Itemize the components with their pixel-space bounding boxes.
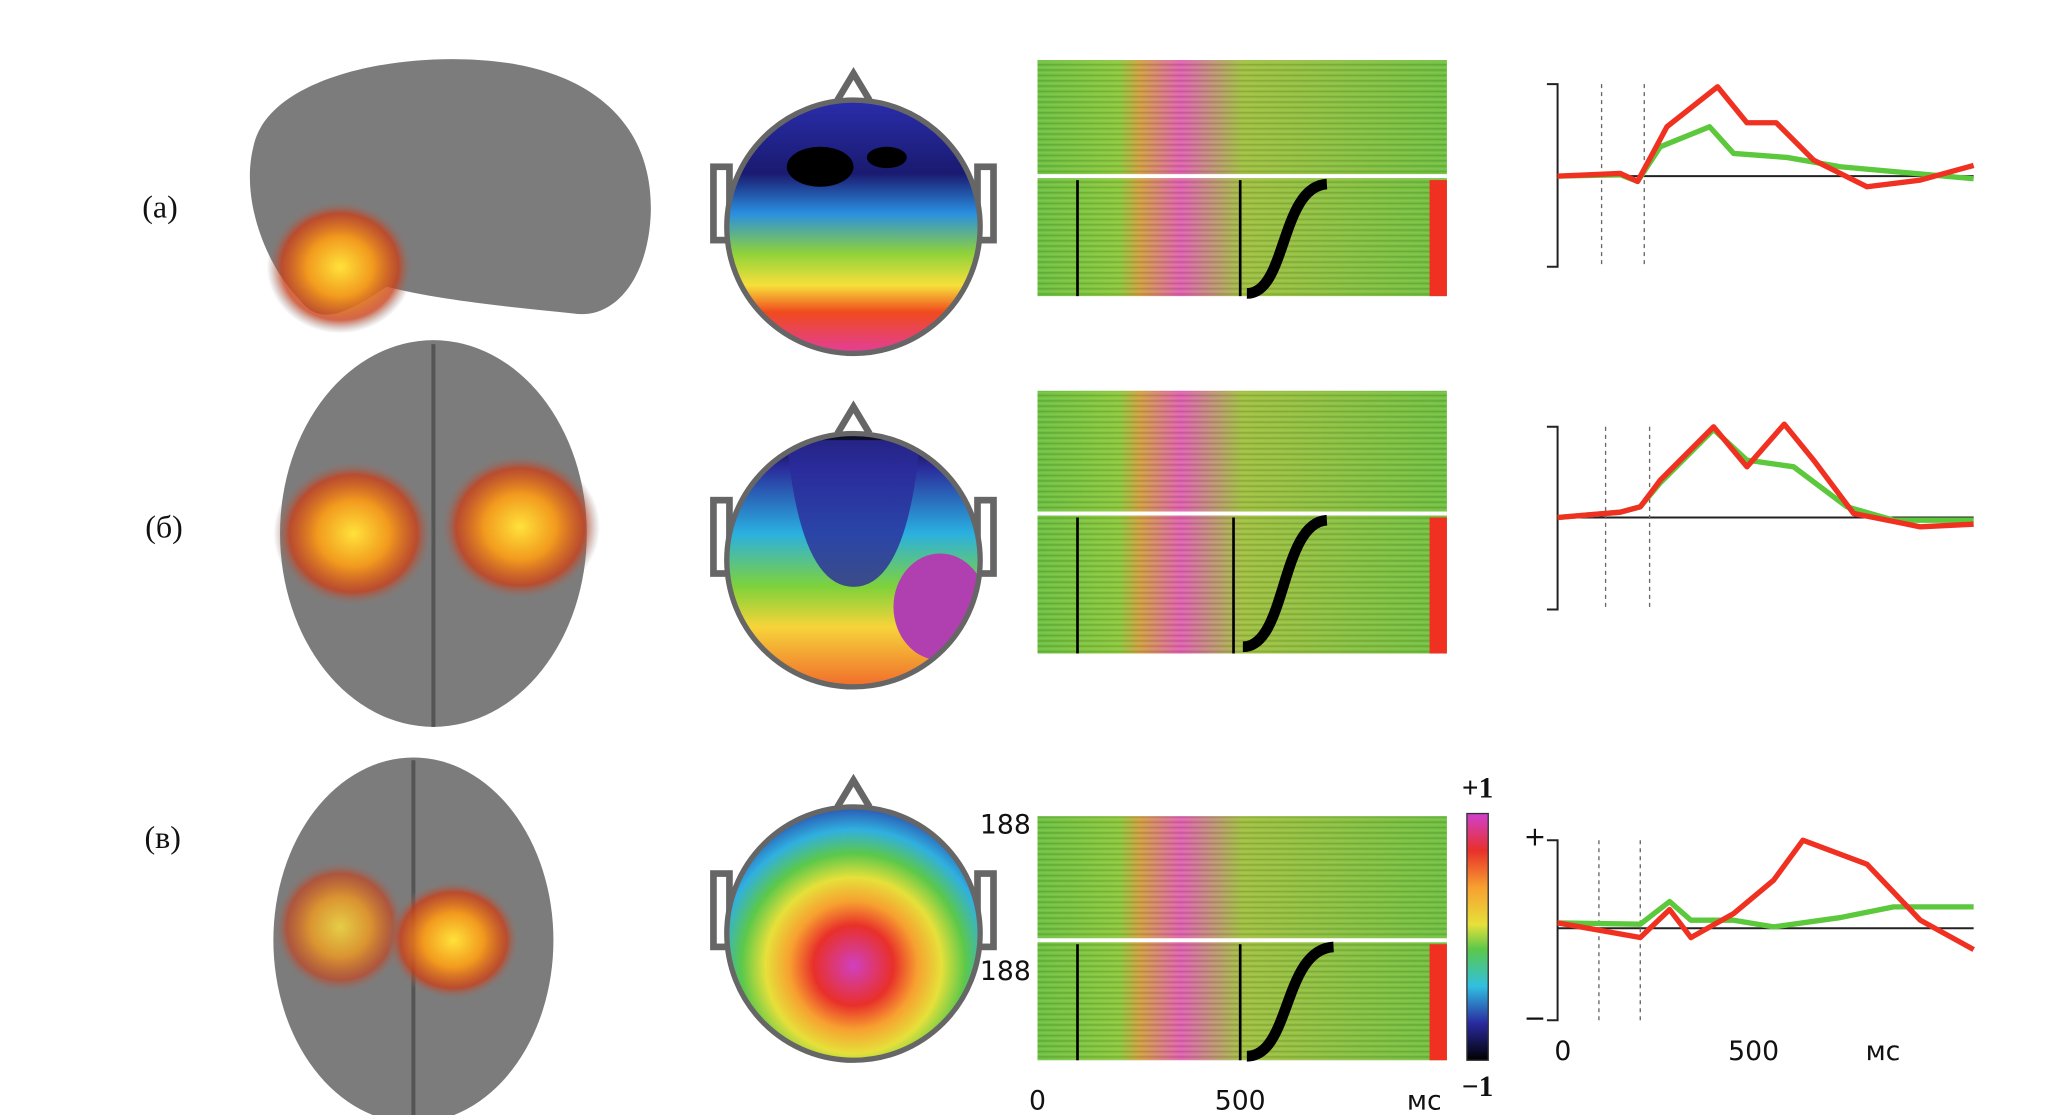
colorbar bbox=[1466, 812, 1489, 1061]
y-label: + bbox=[1524, 822, 1546, 853]
row-label: (а) bbox=[142, 188, 178, 224]
colorbar-min: −1 bbox=[1462, 1071, 1493, 1103]
brain-lateral bbox=[249, 59, 651, 334]
trial-label: 188 bbox=[980, 956, 1031, 987]
trial-label: 188 bbox=[980, 810, 1031, 841]
row-label: (в) bbox=[144, 819, 180, 855]
erp-image bbox=[1037, 60, 1447, 1062]
brain-top bbox=[273, 757, 554, 1115]
y-label: − bbox=[1524, 1003, 1546, 1034]
x-tick-label: 500 bbox=[1728, 1036, 1779, 1067]
x-tick-label: 500 bbox=[1215, 1086, 1266, 1115]
x-unit: мс bbox=[1866, 1036, 1901, 1067]
x-unit: мс bbox=[1407, 1086, 1442, 1115]
scalp-fill bbox=[726, 100, 981, 354]
x-tick-label: 0 bbox=[1554, 1036, 1571, 1067]
brain-top bbox=[273, 340, 601, 727]
x-tick-label: 0 bbox=[1029, 1086, 1046, 1115]
colorbar-max: +1 bbox=[1462, 773, 1493, 805]
scalp-fill bbox=[726, 433, 981, 687]
scalp-outline bbox=[724, 97, 983, 1063]
scalp-fill bbox=[726, 806, 981, 1061]
scalp-map bbox=[710, 66, 997, 951]
erp-axes bbox=[1546, 83, 1974, 1022]
row-label: (б) bbox=[145, 508, 183, 544]
erp-curve bbox=[1557, 84, 1975, 952]
